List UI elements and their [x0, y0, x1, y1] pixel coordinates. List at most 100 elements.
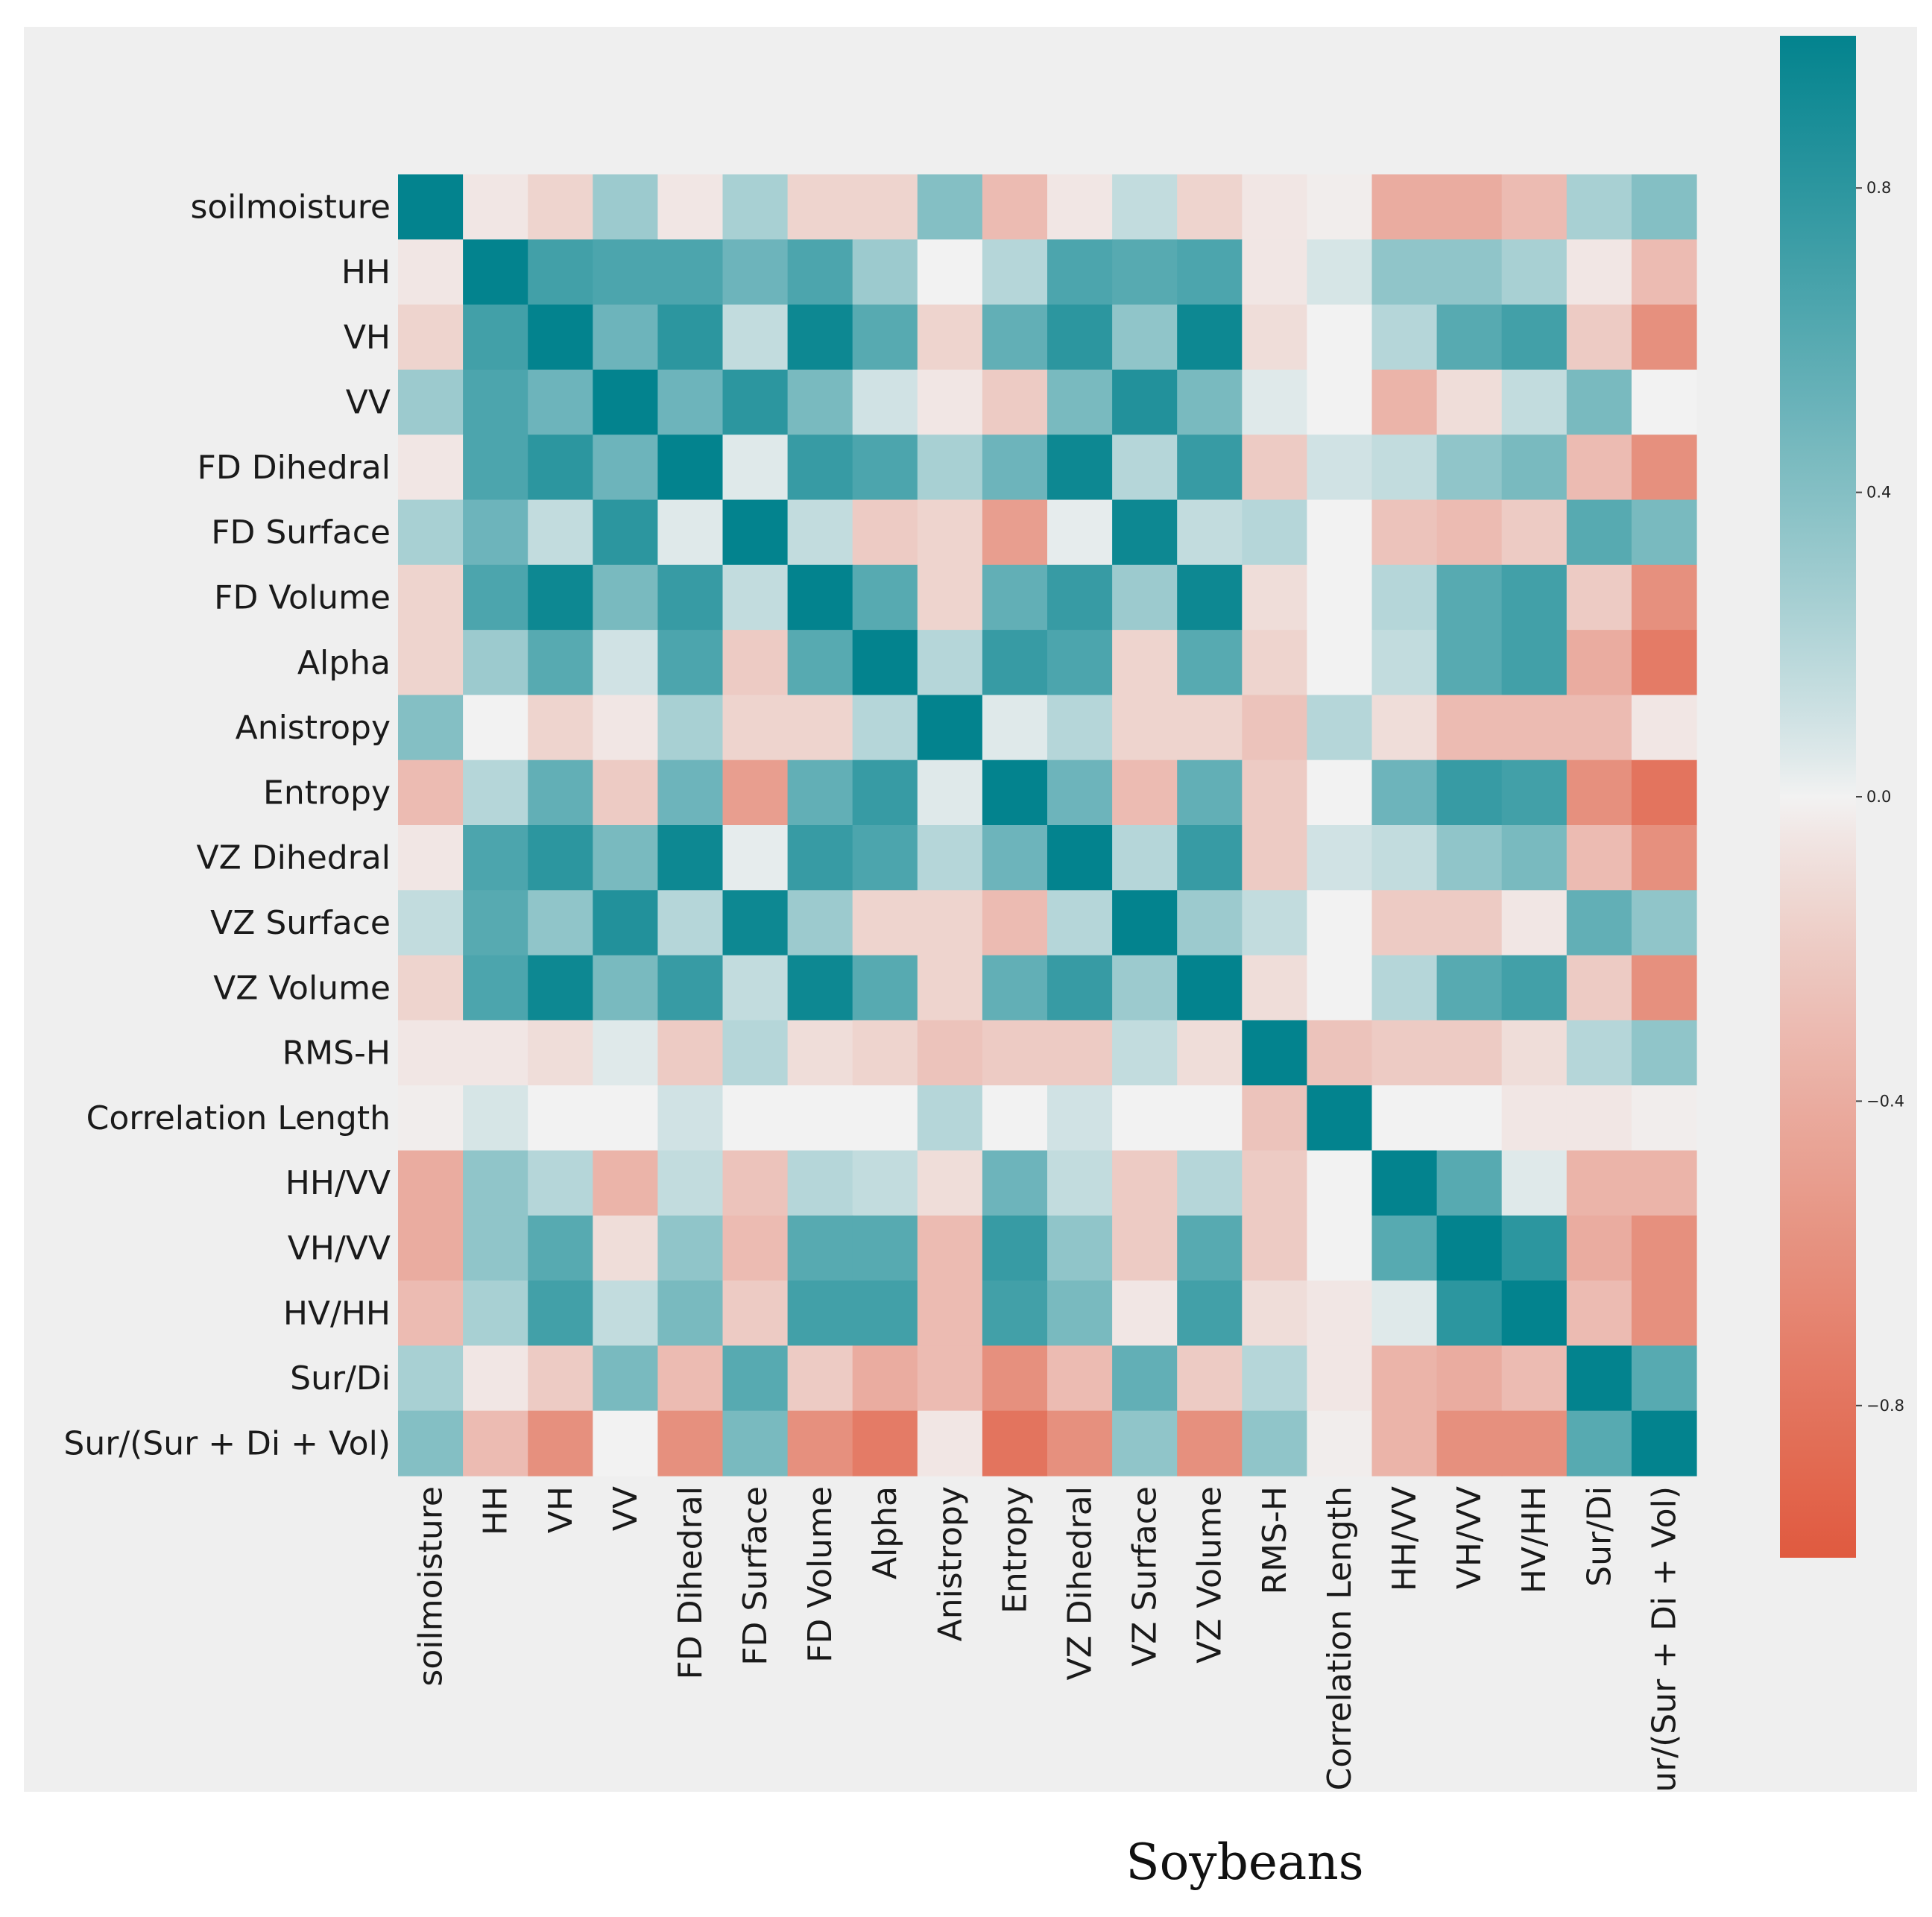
column-label-vz-volume: VZ Volume — [1191, 1486, 1229, 1664]
cell-hh-vv-x-vz-surface — [1112, 1150, 1178, 1216]
cell-hh-x-vh — [528, 239, 593, 306]
cell-alpha-x-hh-vv — [1371, 630, 1438, 695]
cell-correlation-length-x-alpha — [852, 1085, 918, 1152]
cell-sur-sur-di-vol-x-hh — [463, 1410, 528, 1477]
cell-fd-volume-x-hh — [463, 564, 528, 631]
cell-anistropy-x-vv — [593, 695, 658, 761]
cell-hh-x-hh — [463, 239, 528, 306]
column-label-fd-dihedral: FD Dihedral — [672, 1486, 710, 1679]
cell-vv-x-alpha — [852, 369, 918, 435]
cell-hv-hh-x-hh-vv — [1371, 1280, 1438, 1346]
cell-fd-dihedral-x-alpha — [852, 435, 918, 501]
cell-fd-dihedral-x-sur-di — [1566, 435, 1632, 501]
row-label-vz-dihedral: VZ Dihedral — [197, 839, 391, 877]
cell-soilmoisture-x-fd-dihedral — [657, 174, 724, 240]
cell-hh-x-vv — [593, 239, 658, 306]
cell-hh-x-rms-h — [1242, 239, 1307, 306]
row-label-soilmoisture: soilmoisture — [190, 189, 391, 227]
cell-fd-volume-x-hv-hh — [1501, 564, 1568, 631]
cell-vh-vv-x-vh-vv — [1436, 1215, 1503, 1281]
cell-sur-sur-di-vol-x-hh-vv — [1371, 1410, 1438, 1477]
cell-fd-dihedral-x-hh — [463, 435, 528, 501]
cell-rms-h-x-sur-di — [1566, 1020, 1632, 1086]
cell-sur-di-x-hh — [463, 1345, 528, 1412]
cell-hv-hh-x-alpha — [852, 1280, 918, 1346]
column-label-hh-vv: HH/VV — [1386, 1486, 1424, 1591]
cell-vv-x-soilmoisture — [398, 369, 464, 435]
cell-vv-x-anistropy — [917, 369, 983, 435]
cell-hh-x-fd-dihedral — [657, 239, 724, 306]
cell-fd-dihedral-x-vv — [593, 435, 658, 501]
cell-fd-dihedral-x-fd-volume — [787, 435, 853, 501]
cell-entropy-x-hh — [463, 759, 528, 826]
cell-sur-di-x-vz-surface — [1112, 1345, 1178, 1412]
cell-vz-surface-x-sur-sur-di-vol — [1631, 890, 1697, 956]
cell-vz-volume-x-entropy — [982, 955, 1048, 1021]
cell-alpha-x-vv — [593, 630, 658, 695]
column-label-vh-vv: VH/VV — [1450, 1486, 1489, 1589]
column-label-vv: VV — [607, 1486, 645, 1531]
cell-hh-vv-x-vh-vv — [1436, 1150, 1503, 1216]
cell-fd-volume-x-entropy — [982, 564, 1048, 631]
cell-hh-vv-x-entropy — [982, 1150, 1048, 1216]
cell-hv-hh-x-rms-h — [1242, 1280, 1307, 1346]
cell-entropy-x-vz-volume — [1177, 759, 1243, 826]
cell-alpha-x-vh — [528, 630, 593, 695]
cell-vv-x-rms-h — [1242, 369, 1307, 435]
cell-vh-x-hh — [463, 304, 528, 370]
cell-fd-surface-x-fd-volume — [787, 499, 853, 566]
row-label-hv-hh: HV/HH — [283, 1295, 391, 1333]
cell-hv-hh-x-fd-volume — [787, 1280, 853, 1346]
cell-fd-surface-x-vz-surface — [1112, 499, 1178, 566]
cell-vz-surface-x-vv — [593, 890, 658, 956]
colorbar-tick-label: 0.8 — [1866, 179, 1891, 197]
cell-sur-di-x-sur-sur-di-vol — [1631, 1345, 1697, 1412]
cell-fd-surface-x-fd-dihedral — [657, 499, 724, 566]
cell-entropy-x-sur-di — [1566, 759, 1632, 826]
cell-vz-volume-x-hh — [463, 955, 528, 1021]
cell-alpha-x-rms-h — [1242, 630, 1307, 695]
cell-sur-sur-di-vol-x-vh-vv — [1436, 1410, 1503, 1477]
cell-anistropy-x-vh-vv — [1436, 695, 1503, 761]
cell-vh-vv-x-hv-hh — [1501, 1215, 1568, 1281]
cell-soilmoisture-x-sur-sur-di-vol — [1631, 174, 1697, 240]
cell-sur-di-x-vz-volume — [1177, 1345, 1243, 1412]
cell-vh-x-alpha — [852, 304, 918, 370]
cell-entropy-x-sur-sur-di-vol — [1631, 759, 1697, 826]
cell-hv-hh-x-entropy — [982, 1280, 1048, 1346]
cell-hv-hh-x-sur-sur-di-vol — [1631, 1280, 1697, 1346]
row-label-entropy: Entropy — [263, 774, 391, 812]
cell-fd-dihedral-x-rms-h — [1242, 435, 1307, 501]
cell-alpha-x-fd-dihedral — [657, 630, 724, 695]
column-label-vz-surface: VZ Surface — [1126, 1486, 1164, 1667]
cell-vv-x-vz-surface — [1112, 369, 1178, 435]
column-label-soilmoisture: soilmoisture — [412, 1486, 450, 1687]
row-label-anistropy: Anistropy — [236, 709, 391, 747]
cell-entropy-x-vz-surface — [1112, 759, 1178, 826]
cell-hh-vv-x-correlation-length — [1307, 1150, 1373, 1216]
cell-sur-di-x-vz-dihedral — [1047, 1345, 1113, 1412]
cell-sur-sur-di-vol-x-fd-volume — [787, 1410, 853, 1477]
cell-correlation-length-x-hv-hh — [1501, 1085, 1568, 1152]
cell-anistropy-x-vz-volume — [1177, 695, 1243, 761]
row-label-vh: VH — [344, 318, 391, 356]
cell-alpha-x-sur-di — [1566, 630, 1632, 695]
cell-fd-volume-x-soilmoisture — [398, 564, 464, 631]
cell-vh-vv-x-fd-volume — [787, 1215, 853, 1281]
cell-anistropy-x-vz-surface — [1112, 695, 1178, 761]
cell-vh-x-hv-hh — [1501, 304, 1568, 370]
cell-fd-surface-x-vh-vv — [1436, 499, 1503, 566]
cell-anistropy-x-sur-di — [1566, 695, 1632, 761]
cell-hh-x-fd-surface — [722, 239, 789, 306]
cell-hh-vv-x-hh — [463, 1150, 528, 1216]
cell-alpha-x-vz-volume — [1177, 630, 1243, 695]
cell-hv-hh-x-vv — [593, 1280, 658, 1346]
cell-vz-dihedral-x-correlation-length — [1307, 825, 1373, 891]
cell-rms-h-x-vz-dihedral — [1047, 1020, 1113, 1086]
cell-vz-volume-x-fd-surface — [722, 955, 789, 1021]
cell-vv-x-vh-vv — [1436, 369, 1503, 435]
column-label-fd-volume: FD Volume — [801, 1486, 839, 1663]
cell-vh-vv-x-vz-dihedral — [1047, 1215, 1113, 1281]
cell-sur-di-x-alpha — [852, 1345, 918, 1412]
cell-rms-h-x-soilmoisture — [398, 1020, 464, 1086]
